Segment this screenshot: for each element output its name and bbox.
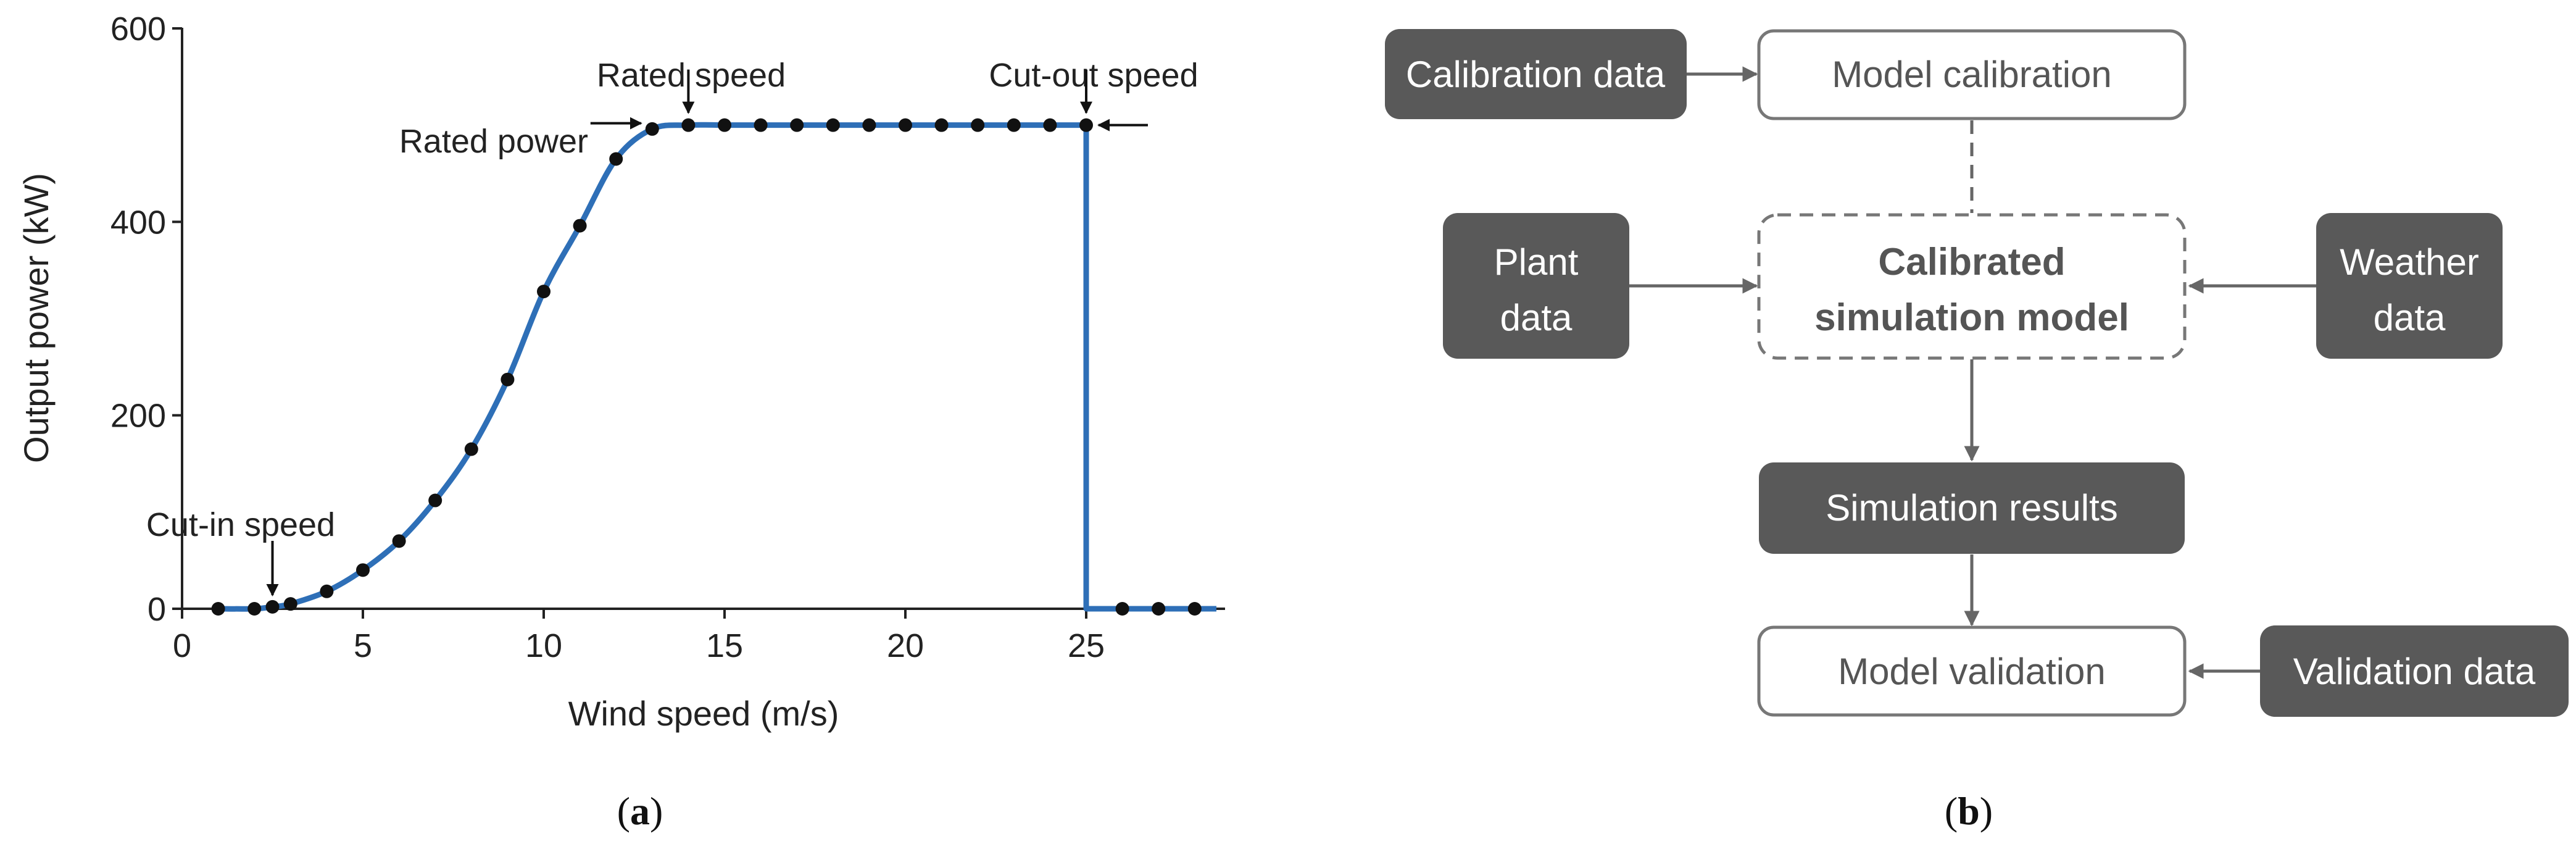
x-axis-label: Wind speed (m/s): [568, 694, 839, 733]
calibration-workflow-diagram: Calibration data Model calibration Plant…: [1385, 29, 2569, 717]
data-point: [320, 584, 334, 598]
data-point: [573, 219, 587, 233]
panel-label-a: (a): [617, 789, 663, 833]
y-tick-label: 600: [110, 10, 166, 48]
annotation-rated-speed: Rated speed: [597, 57, 786, 94]
annotation-rated-power: Rated power: [399, 123, 588, 160]
data-point: [356, 563, 370, 577]
box-model-validation-label: Model validation: [1838, 651, 2106, 692]
data-point: [464, 442, 478, 456]
data-point: [645, 122, 659, 136]
data-point: [1152, 602, 1166, 616]
data-point: [862, 118, 876, 132]
data-point: [718, 118, 731, 132]
data-point: [1115, 602, 1129, 616]
data-point: [1043, 118, 1057, 132]
series-line: [218, 122, 1216, 612]
x-tick-label: 20: [887, 627, 924, 664]
x-tick-label: 15: [706, 627, 743, 664]
box-plant-data-label-1: Plant: [1494, 241, 1579, 283]
data-point: [265, 600, 280, 614]
panel-label-b: (b): [1945, 789, 1993, 833]
box-model-validation: Model validation: [1757, 625, 2187, 717]
data-point: [392, 534, 406, 548]
data-point: [428, 493, 442, 508]
data-point: [1079, 118, 1093, 132]
box-model-calibration-label: Model calibration: [1832, 54, 2112, 95]
box-simulation-results-label: Simulation results: [1826, 487, 2118, 529]
x-tick-label: 5: [354, 627, 372, 664]
box-plant-data: Plant data: [1443, 213, 1629, 359]
data-point: [754, 118, 768, 132]
data-point: [1007, 118, 1021, 132]
x-axis-ticks: 0 5 10 15 20 25: [173, 609, 1105, 664]
box-weather-data-label-1: Weather: [2340, 241, 2479, 283]
x-tick-label: 0: [173, 627, 191, 664]
y-tick-label: 200: [110, 398, 166, 435]
box-validation-data: Validation data: [2260, 625, 2569, 717]
data-markers: [211, 118, 1202, 616]
data-point: [971, 118, 985, 132]
data-point: [609, 152, 623, 166]
box-model-calibration: Model calibration: [1757, 29, 2187, 120]
data-point: [283, 597, 297, 611]
y-axis-ticks: 0 200 400 600: [110, 10, 182, 628]
data-point: [1187, 602, 1202, 616]
annotation-cutin-speed: Cut-in speed: [146, 506, 335, 543]
data-point: [211, 602, 225, 616]
data-point: [934, 118, 949, 132]
box-calibrated-model-label-2: simulation model: [1814, 296, 2129, 339]
box-calibrated-model-label-1: Calibrated: [1878, 241, 2065, 283]
box-weather-data: Weather data: [2316, 213, 2503, 359]
power-curve-chart: 0 200 400 600 0 5 10 15 20 25 Wind speed (m/s) O…: [17, 10, 1225, 733]
data-point: [790, 118, 804, 132]
y-tick-label: 0: [147, 591, 166, 628]
data-point: [537, 285, 551, 299]
x-tick-label: 10: [525, 627, 562, 664]
annotation-cutout-speed: Cut-out speed: [989, 57, 1198, 94]
box-calibrated-simulation-model: Calibrated simulation model: [1757, 213, 2187, 360]
box-calibration-data-label: Calibration data: [1406, 54, 1666, 95]
box-validation-data-label: Validation data: [2293, 651, 2536, 692]
data-point: [247, 602, 262, 616]
data-point: [899, 118, 912, 132]
data-point: [501, 372, 515, 386]
box-simulation-results: Simulation results: [1759, 462, 2185, 554]
box-plant-data-label-2: data: [1500, 297, 1573, 338]
data-point: [681, 118, 696, 132]
x-tick-label: 25: [1068, 627, 1105, 664]
y-axis-label: Output power (kW): [17, 173, 56, 463]
box-calibration-data: Calibration data: [1385, 29, 1687, 119]
box-weather-data-label-2: data: [2374, 297, 2446, 338]
y-tick-label: 400: [110, 204, 166, 241]
data-point: [826, 118, 840, 132]
